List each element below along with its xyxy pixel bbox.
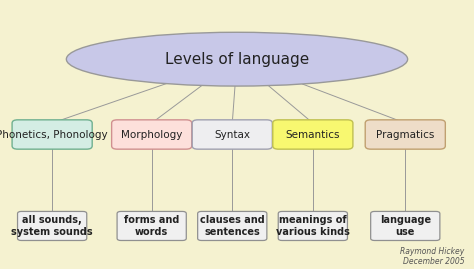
FancyBboxPatch shape <box>111 120 191 149</box>
Text: Morphology: Morphology <box>121 129 182 140</box>
Text: Raymond Hickey
December 2005: Raymond Hickey December 2005 <box>400 247 465 266</box>
Text: forms and
words: forms and words <box>124 215 179 237</box>
Text: meanings of
various kinds: meanings of various kinds <box>276 215 350 237</box>
Text: language
use: language use <box>380 215 431 237</box>
FancyBboxPatch shape <box>273 120 353 149</box>
Text: all sounds,
system sounds: all sounds, system sounds <box>11 215 93 237</box>
Text: Semantics: Semantics <box>286 129 340 140</box>
Text: clauses and
sentences: clauses and sentences <box>200 215 264 237</box>
Text: Syntax: Syntax <box>214 129 250 140</box>
Text: Pragmatics: Pragmatics <box>376 129 435 140</box>
FancyBboxPatch shape <box>12 120 92 149</box>
Text: Phonetics, Phonology: Phonetics, Phonology <box>0 129 108 140</box>
FancyBboxPatch shape <box>278 211 347 240</box>
FancyBboxPatch shape <box>117 211 186 240</box>
Text: Levels of language: Levels of language <box>165 52 309 67</box>
FancyBboxPatch shape <box>365 120 445 149</box>
FancyBboxPatch shape <box>198 211 267 240</box>
FancyBboxPatch shape <box>371 211 440 240</box>
FancyBboxPatch shape <box>192 120 272 149</box>
FancyBboxPatch shape <box>18 211 87 240</box>
Ellipse shape <box>66 32 408 86</box>
